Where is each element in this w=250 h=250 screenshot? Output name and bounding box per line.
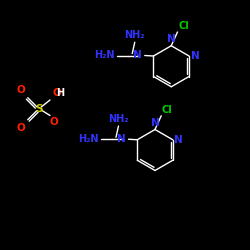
Text: H₂N: H₂N [94,50,115,60]
Text: O: O [16,85,25,95]
Text: S: S [35,104,42,114]
Text: NH₂: NH₂ [108,114,129,124]
Text: N: N [174,135,183,145]
Text: H: H [56,88,64,99]
Text: N: N [190,51,199,61]
Text: N: N [150,118,160,128]
Text: N: N [117,134,126,144]
Text: O: O [52,88,61,99]
Text: Cl: Cl [178,21,189,31]
Text: N: N [167,34,175,44]
Text: N: N [134,50,142,60]
Text: O: O [16,122,25,132]
Text: Cl: Cl [162,105,173,115]
Text: O: O [50,117,59,127]
Text: H₂N: H₂N [78,134,98,144]
Text: NH₂: NH₂ [124,30,145,40]
